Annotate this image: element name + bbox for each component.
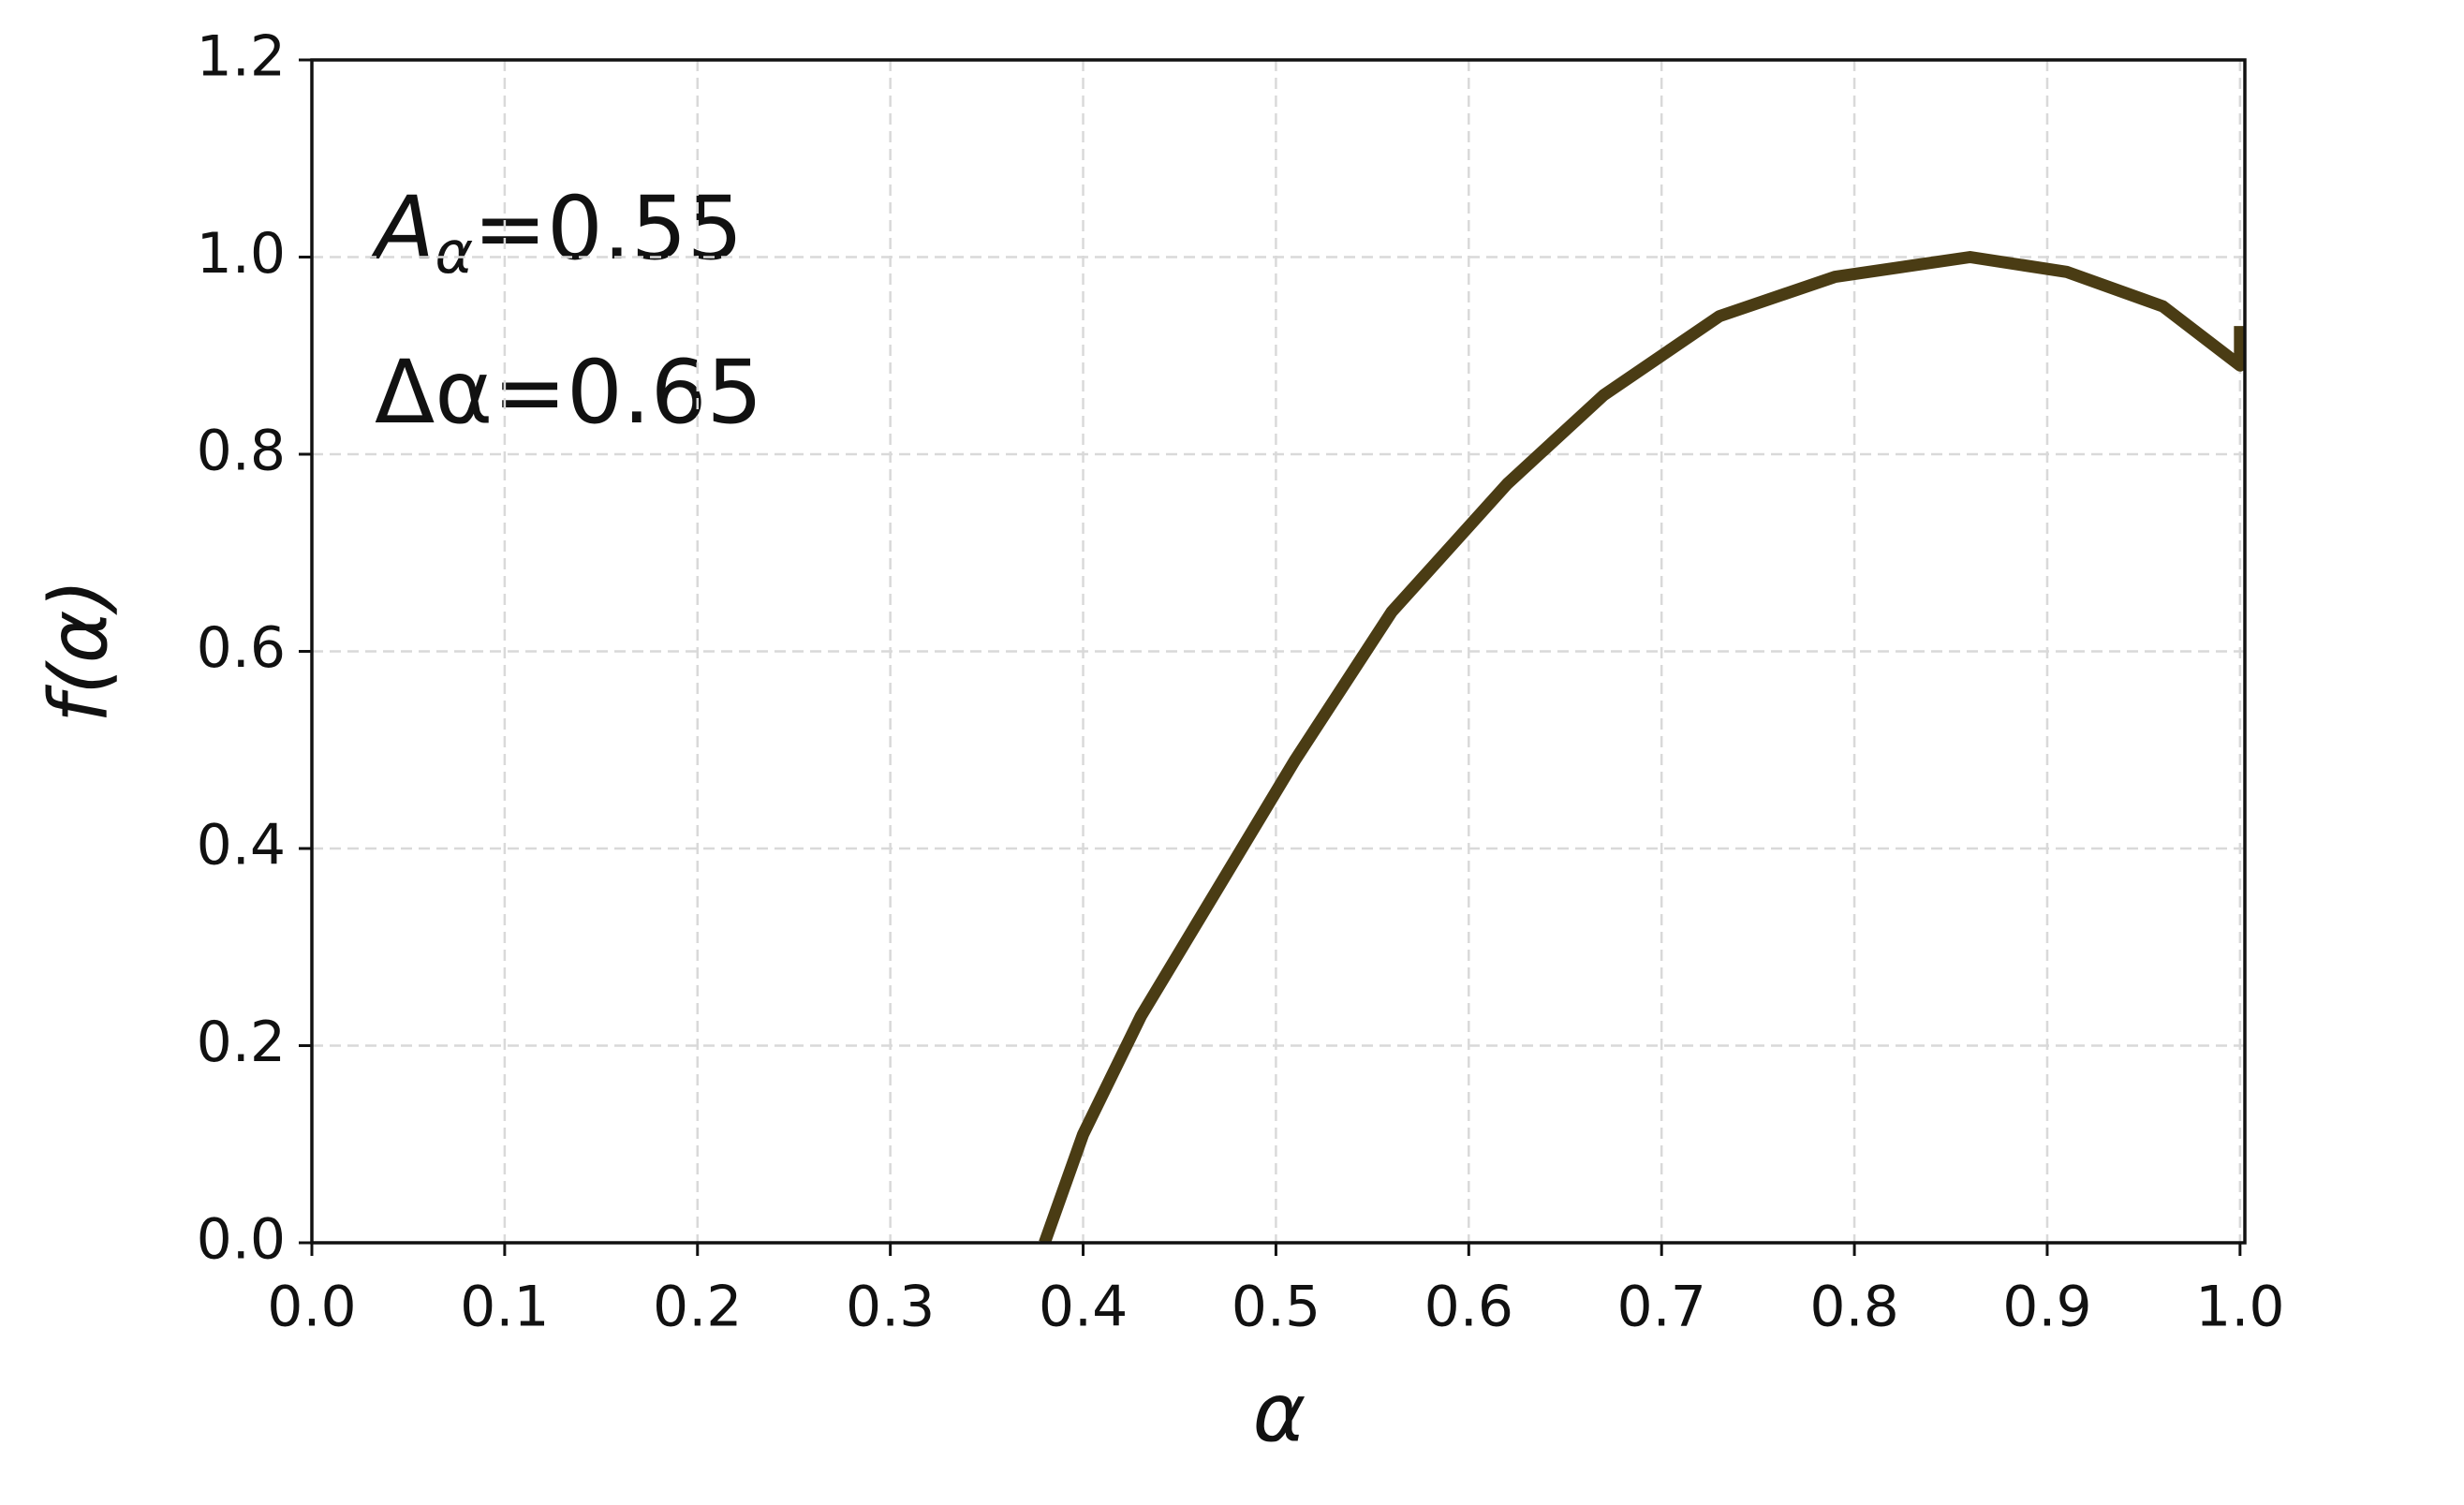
x-tick-label: 0.8 xyxy=(1809,1275,1898,1340)
x-tick-label: 0.9 xyxy=(2002,1275,2091,1340)
annotation: Δα=0.65 xyxy=(375,342,762,444)
y-tick-label: 0.2 xyxy=(197,1010,286,1075)
y-tick-label: 1.0 xyxy=(197,221,286,287)
y-tick-label: 0.8 xyxy=(197,419,286,484)
x-tick-label: 1.0 xyxy=(2195,1275,2284,1340)
data-line xyxy=(1039,251,2245,1243)
x-tick-label: 0.2 xyxy=(653,1275,742,1340)
y-tick-label: 0.6 xyxy=(197,615,286,681)
x-tick-label: 0.6 xyxy=(1424,1275,1513,1340)
y-tick-label: 0.0 xyxy=(197,1207,286,1273)
x-tick-label: 0.4 xyxy=(1039,1275,1128,1340)
annotation-part: A xyxy=(370,178,435,280)
y-axis-label: f(α) xyxy=(32,579,125,723)
x-tick-label: 0.5 xyxy=(1232,1275,1321,1340)
y-tick-label: 1.2 xyxy=(197,24,286,90)
x-axis-label: α xyxy=(1253,1366,1306,1460)
x-tick-label: 0.0 xyxy=(267,1275,356,1340)
annotation-subscript: α xyxy=(435,218,473,287)
y-tick-label: 0.4 xyxy=(197,813,286,878)
plot-frame xyxy=(310,58,2247,1245)
x-tick-label: 0.7 xyxy=(1616,1275,1705,1340)
annotation-part: =0.55 xyxy=(473,178,743,280)
x-tick-label: 0.1 xyxy=(460,1275,549,1340)
x-tick-label: 0.3 xyxy=(846,1275,935,1340)
annotation: Aα=0.55 xyxy=(370,178,743,287)
